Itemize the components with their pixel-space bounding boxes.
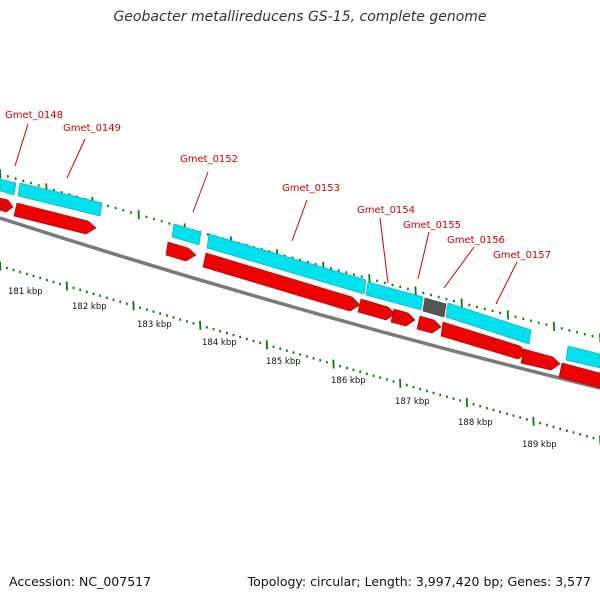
callout-gmet-0152 — [192, 171, 209, 213]
kbp-label-188: 188 kbp — [458, 418, 493, 428]
reverse-gene-6[interactable] — [390, 308, 416, 327]
kbp-label-189: 189 kbp — [522, 440, 557, 450]
genome-backbone — [0, 216, 600, 390]
callout-gmet-0153 — [291, 199, 308, 242]
gene-bar-gmet-0156[interactable] — [445, 302, 532, 345]
kbp-label-187: 187 kbp — [395, 397, 430, 407]
callout-gmet-0148 — [14, 123, 29, 167]
reverse-gene-3[interactable] — [165, 241, 197, 262]
gene-bar-gmet-0148[interactable] — [0, 178, 17, 196]
kbp-label-185: 185 kbp — [266, 357, 301, 367]
scale-labels: 181 kbp 182 kbp 183 kbp 184 kbp 185 kbp … — [8, 287, 557, 450]
gene-label-gmet-0153[interactable]: Gmet_0153 — [282, 183, 340, 194]
scale-tick-row — [0, 261, 600, 445]
gene-label-gmet-0152[interactable]: Gmet_0152 — [180, 154, 238, 165]
reverse-gene-9[interactable] — [520, 348, 561, 371]
kbp-label-186: 186 kbp — [331, 376, 366, 386]
gene-label-gmet-0157[interactable]: Gmet_0157 — [493, 250, 551, 261]
label-callouts — [14, 123, 518, 305]
callout-gmet-0155 — [417, 231, 430, 280]
reverse-gene-1[interactable] — [0, 197, 14, 213]
map-title: Geobacter metallireducens GS-15, complet… — [113, 9, 487, 25]
callout-gmet-0156 — [443, 246, 475, 289]
gene-label-gmet-0155[interactable]: Gmet_0155 — [403, 220, 461, 231]
gene-bar-gmet-0154[interactable] — [365, 281, 424, 311]
gene-bar-gmet-0153[interactable] — [206, 233, 367, 295]
reverse-gene-10[interactable] — [558, 362, 600, 389]
gene-label-gmet-0156[interactable]: Gmet_0156 — [447, 235, 505, 246]
gene-bar-gmet-0149[interactable] — [17, 182, 103, 217]
callout-gmet-0157 — [495, 261, 518, 305]
reverse-gene-5[interactable] — [357, 298, 396, 321]
kbp-label-181: 181 kbp — [8, 287, 43, 297]
callout-gmet-0149 — [66, 138, 86, 179]
reverse-gene-4[interactable] — [202, 252, 361, 312]
gene-bar-gmet-0155[interactable] — [422, 297, 447, 318]
forward-strand-genes — [0, 178, 600, 369]
kbp-label-182: 182 kbp — [72, 302, 107, 312]
reverse-strand-genes — [0, 197, 600, 389]
gene-bar-right-edge[interactable] — [565, 345, 600, 369]
kbp-label-183: 183 kbp — [137, 320, 172, 330]
reverse-gene-2[interactable] — [13, 202, 97, 235]
genome-summary-text: Topology: circular; Length: 3,997,420 bp… — [247, 574, 591, 589]
gene-label-gmet-0154[interactable]: Gmet_0154 — [357, 205, 415, 216]
gene-labels: Gmet_0148 Gmet_0149 Gmet_0152 Gmet_0153 … — [5, 110, 551, 261]
gene-label-gmet-0148[interactable]: Gmet_0148 — [5, 110, 63, 121]
accession-text: Accession: NC_007517 — [9, 574, 152, 589]
gene-label-gmet-0149[interactable]: Gmet_0149 — [63, 123, 121, 134]
reverse-gene-7[interactable] — [416, 315, 442, 334]
kbp-label-184: 184 kbp — [202, 338, 237, 348]
callout-gmet-0154 — [379, 217, 389, 284]
gene-bar-gmet-0152[interactable] — [171, 223, 202, 246]
